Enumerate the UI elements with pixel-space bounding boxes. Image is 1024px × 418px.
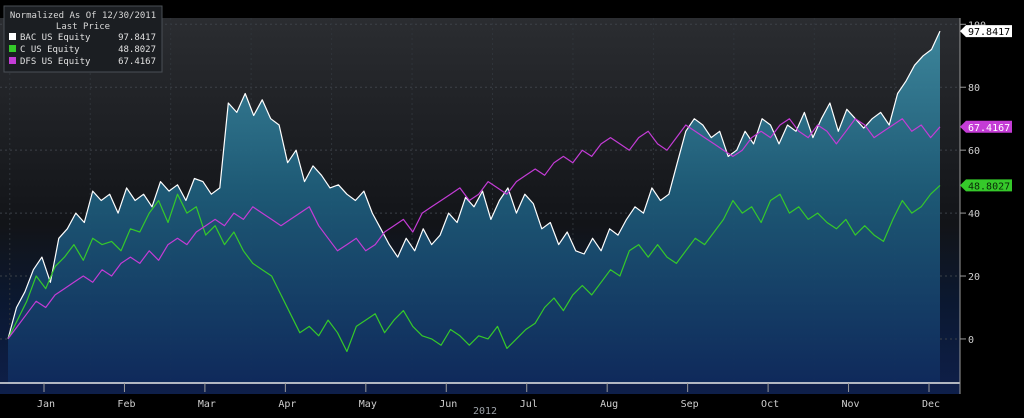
legend-swatch xyxy=(9,57,16,64)
x-tick-label: Jun xyxy=(439,399,457,410)
last-value-marker-2: 67.4167 xyxy=(960,120,1012,134)
x-tick-label: Apr xyxy=(278,399,296,410)
legend-item-2: DFS US Equity 67.4167 xyxy=(9,57,156,67)
marker-tag xyxy=(960,25,1012,38)
x-tick-label: Feb xyxy=(117,399,135,410)
x-tick-label: Nov xyxy=(842,399,860,410)
legend-box xyxy=(3,5,163,73)
x-tick-label: Oct xyxy=(761,399,779,410)
line-layer xyxy=(7,30,941,353)
legend-swatch xyxy=(9,45,16,52)
legend-series-name: C US Equity xyxy=(20,45,80,55)
legend-series-value: 48.8027 xyxy=(118,45,156,55)
x-tick-label: Dec xyxy=(922,399,940,410)
x-tick-label: Jul xyxy=(520,399,538,410)
marker-tag xyxy=(960,120,1012,133)
x-tick-label: Sep xyxy=(681,399,699,410)
last-value-marker-0: 97.8417 xyxy=(960,25,1012,38)
last-value-markers: 97.8417 48.8027 67.4167 xyxy=(960,25,1012,192)
x-tick-label: Mar xyxy=(198,399,216,410)
legend-series-name: BAC US Equity xyxy=(20,33,91,43)
legend: Normalized As Of 12/30/2011 Last Price B… xyxy=(3,5,163,73)
legend-item-0: BAC US Equity 97.8417 xyxy=(9,33,156,43)
x-axis-ticks: Jan Feb Mar Apr May Jun Jul Aug Sep Oct Nov Dec xyxy=(37,383,940,410)
marker-value: 97.8417 xyxy=(968,27,1010,38)
last-value-marker-1: 48.8027 xyxy=(960,179,1012,192)
marker-value: 67.4167 xyxy=(968,123,1010,134)
y-tick-label: 80 xyxy=(968,83,980,94)
series-line-1 xyxy=(7,184,941,353)
x-tick-label: Aug xyxy=(600,399,618,410)
y-tick-label: 60 xyxy=(968,146,980,157)
y-tick-label: 20 xyxy=(968,272,980,283)
y-tick-label: 40 xyxy=(968,209,980,220)
legend-swatch xyxy=(9,33,16,40)
legend-series-value: 67.4167 xyxy=(118,57,156,67)
legend-series-value: 97.8417 xyxy=(118,33,156,43)
y-tick-label: 0 xyxy=(968,335,974,346)
series-line-0 xyxy=(7,30,941,340)
legend-item-1: C US Equity 48.8027 xyxy=(9,45,156,55)
x-axis-year-label: 2012 xyxy=(473,406,497,414)
x-tick-label: Jan xyxy=(37,399,55,410)
legend-header: Normalized As Of 12/30/2011 xyxy=(10,11,156,21)
legend-series-name: DFS US Equity xyxy=(20,57,91,67)
marker-value: 48.8027 xyxy=(968,181,1010,192)
marker-tag xyxy=(960,179,1012,192)
legend-subheader: Last Price xyxy=(56,22,110,32)
series-line-2 xyxy=(7,118,941,340)
x-tick-label: May xyxy=(359,399,377,410)
